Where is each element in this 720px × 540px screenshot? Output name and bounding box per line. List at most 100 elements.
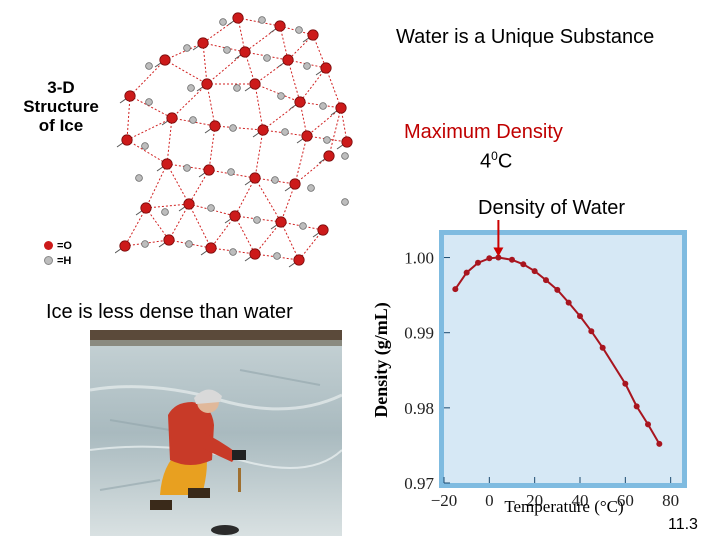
max-temp-superscript: 0: [491, 149, 498, 163]
x-tick-label: 0: [485, 491, 494, 510]
oxygen-atom: [205, 242, 217, 254]
hydrogen-bond: [214, 125, 264, 131]
hydrogen-atom: [341, 198, 349, 206]
oxygen-atom: [229, 210, 241, 222]
data-point: [565, 299, 572, 306]
hydrogen-bond: [206, 83, 216, 127]
max-density-arrowhead: [493, 247, 504, 257]
hydrogen-bond: [168, 203, 190, 241]
hydrogen-atom: [233, 84, 241, 92]
hydrogen-atom: [341, 152, 349, 160]
hydrogen-bond: [287, 59, 327, 69]
oxygen-atom: [320, 62, 332, 74]
hydrogen-bond: [126, 95, 131, 141]
hydrogen-bond: [234, 215, 256, 255]
hydrogen-atom: [253, 216, 261, 224]
hydrogen-bond: [328, 107, 342, 157]
structure-label-line1: 3-D: [47, 78, 75, 97]
plot-area: [444, 235, 682, 483]
hydrogen-bond: [124, 239, 170, 247]
data-point: [633, 403, 640, 410]
hydrogen-bond: [306, 107, 342, 137]
hydrogen-bond: [145, 203, 190, 209]
hydrogen-bond: [202, 17, 239, 44]
x-tick-label: −20: [431, 491, 458, 510]
hydrogen-atom: [145, 98, 153, 106]
max-temp-value: 4: [480, 150, 492, 173]
data-point: [475, 259, 481, 266]
oxygen-atom: [307, 29, 319, 41]
hydrogen-atom: [189, 116, 197, 124]
hydrogen-bond: [254, 253, 300, 261]
hydrogen-atom: [319, 102, 327, 110]
oxygen-atom: [275, 216, 287, 228]
data-point: [588, 328, 595, 335]
data-point: [531, 268, 538, 275]
hydrogen-atom: [223, 46, 231, 54]
hydrogen-bond: [254, 129, 264, 179]
hydrogen-bond: [188, 169, 210, 205]
hydrogen-bond: [210, 215, 236, 249]
hydrogen-bond: [188, 203, 212, 249]
hydrogen-atom: [145, 62, 153, 70]
oxygen-atom: [159, 54, 171, 66]
oxygen-atom: [341, 136, 353, 148]
structure-label: 3-D Structure of Ice: [12, 78, 110, 136]
hydrogen-bond: [298, 229, 324, 261]
hydrogen-bond: [254, 59, 289, 85]
hydrogen-atom: [303, 62, 311, 70]
hydrogen-atom: [229, 124, 237, 132]
oxygen-atom: [323, 150, 335, 162]
hydrogen-bond: [164, 42, 204, 61]
hydrogen-bond: [124, 207, 147, 247]
structure-label-line2: Structure: [23, 97, 99, 117]
oxygen-atom: [239, 46, 251, 58]
oxygen-atom: [166, 112, 178, 124]
chart-title: Density of Water: [478, 197, 626, 219]
x-tick-label: 60: [617, 491, 634, 510]
y-axis-label: Density (g/mL): [371, 302, 392, 418]
hydrogen-atom: [141, 240, 149, 248]
data-point: [656, 440, 663, 447]
hydrogen-bond: [294, 135, 308, 185]
hydrogen-atom: [258, 16, 266, 24]
data-point: [622, 380, 629, 387]
hydrogen-bond: [325, 67, 342, 109]
hydrogen-atom: [227, 168, 235, 176]
max-density-temperature: 40C: [480, 149, 512, 174]
hydrogen-atom: [323, 136, 331, 144]
x-tick-label: 40: [572, 491, 589, 510]
hydrogen-atom: [299, 222, 307, 230]
hydrogen-atom: [183, 164, 191, 172]
hydrogen-bond: [340, 107, 348, 143]
y-tick-label: 0.97: [404, 474, 434, 493]
ice-caption: Ice is less dense than water: [46, 301, 293, 323]
ice-structure-diagram: [115, 12, 353, 268]
hydrogen-bond: [254, 177, 282, 223]
hydrogen-bond: [202, 42, 246, 53]
x-tick-label: 20: [526, 491, 543, 510]
hydrogen-atom: [271, 176, 279, 184]
hydrogen-bond: [145, 207, 170, 241]
hydrogen-atom: [135, 174, 143, 182]
hydrogen-dot-icon: [44, 256, 53, 265]
data-point: [543, 277, 549, 284]
oxygen-atom: [335, 102, 347, 114]
hydrogen-bond: [210, 247, 256, 255]
hydrogen-bond: [312, 34, 327, 69]
data-point: [520, 261, 527, 268]
hydrogen-bond: [262, 129, 308, 137]
hydrogen-bond: [237, 17, 246, 53]
hydrogen-bond: [254, 221, 282, 255]
data-point: [486, 255, 493, 262]
hydrogen-bond: [129, 59, 166, 97]
oxygen-atom: [282, 54, 294, 66]
oxygen-atom: [119, 240, 131, 252]
x-axis-label: Temperature (°C): [504, 497, 623, 516]
oxygen-atom: [274, 20, 286, 32]
oxygen-atom: [121, 134, 133, 146]
structure-label-line3: of Ice: [38, 116, 84, 136]
data-point: [452, 286, 459, 293]
y-tick-label: 0.99: [404, 324, 434, 343]
hydrogen-bond: [294, 155, 330, 185]
